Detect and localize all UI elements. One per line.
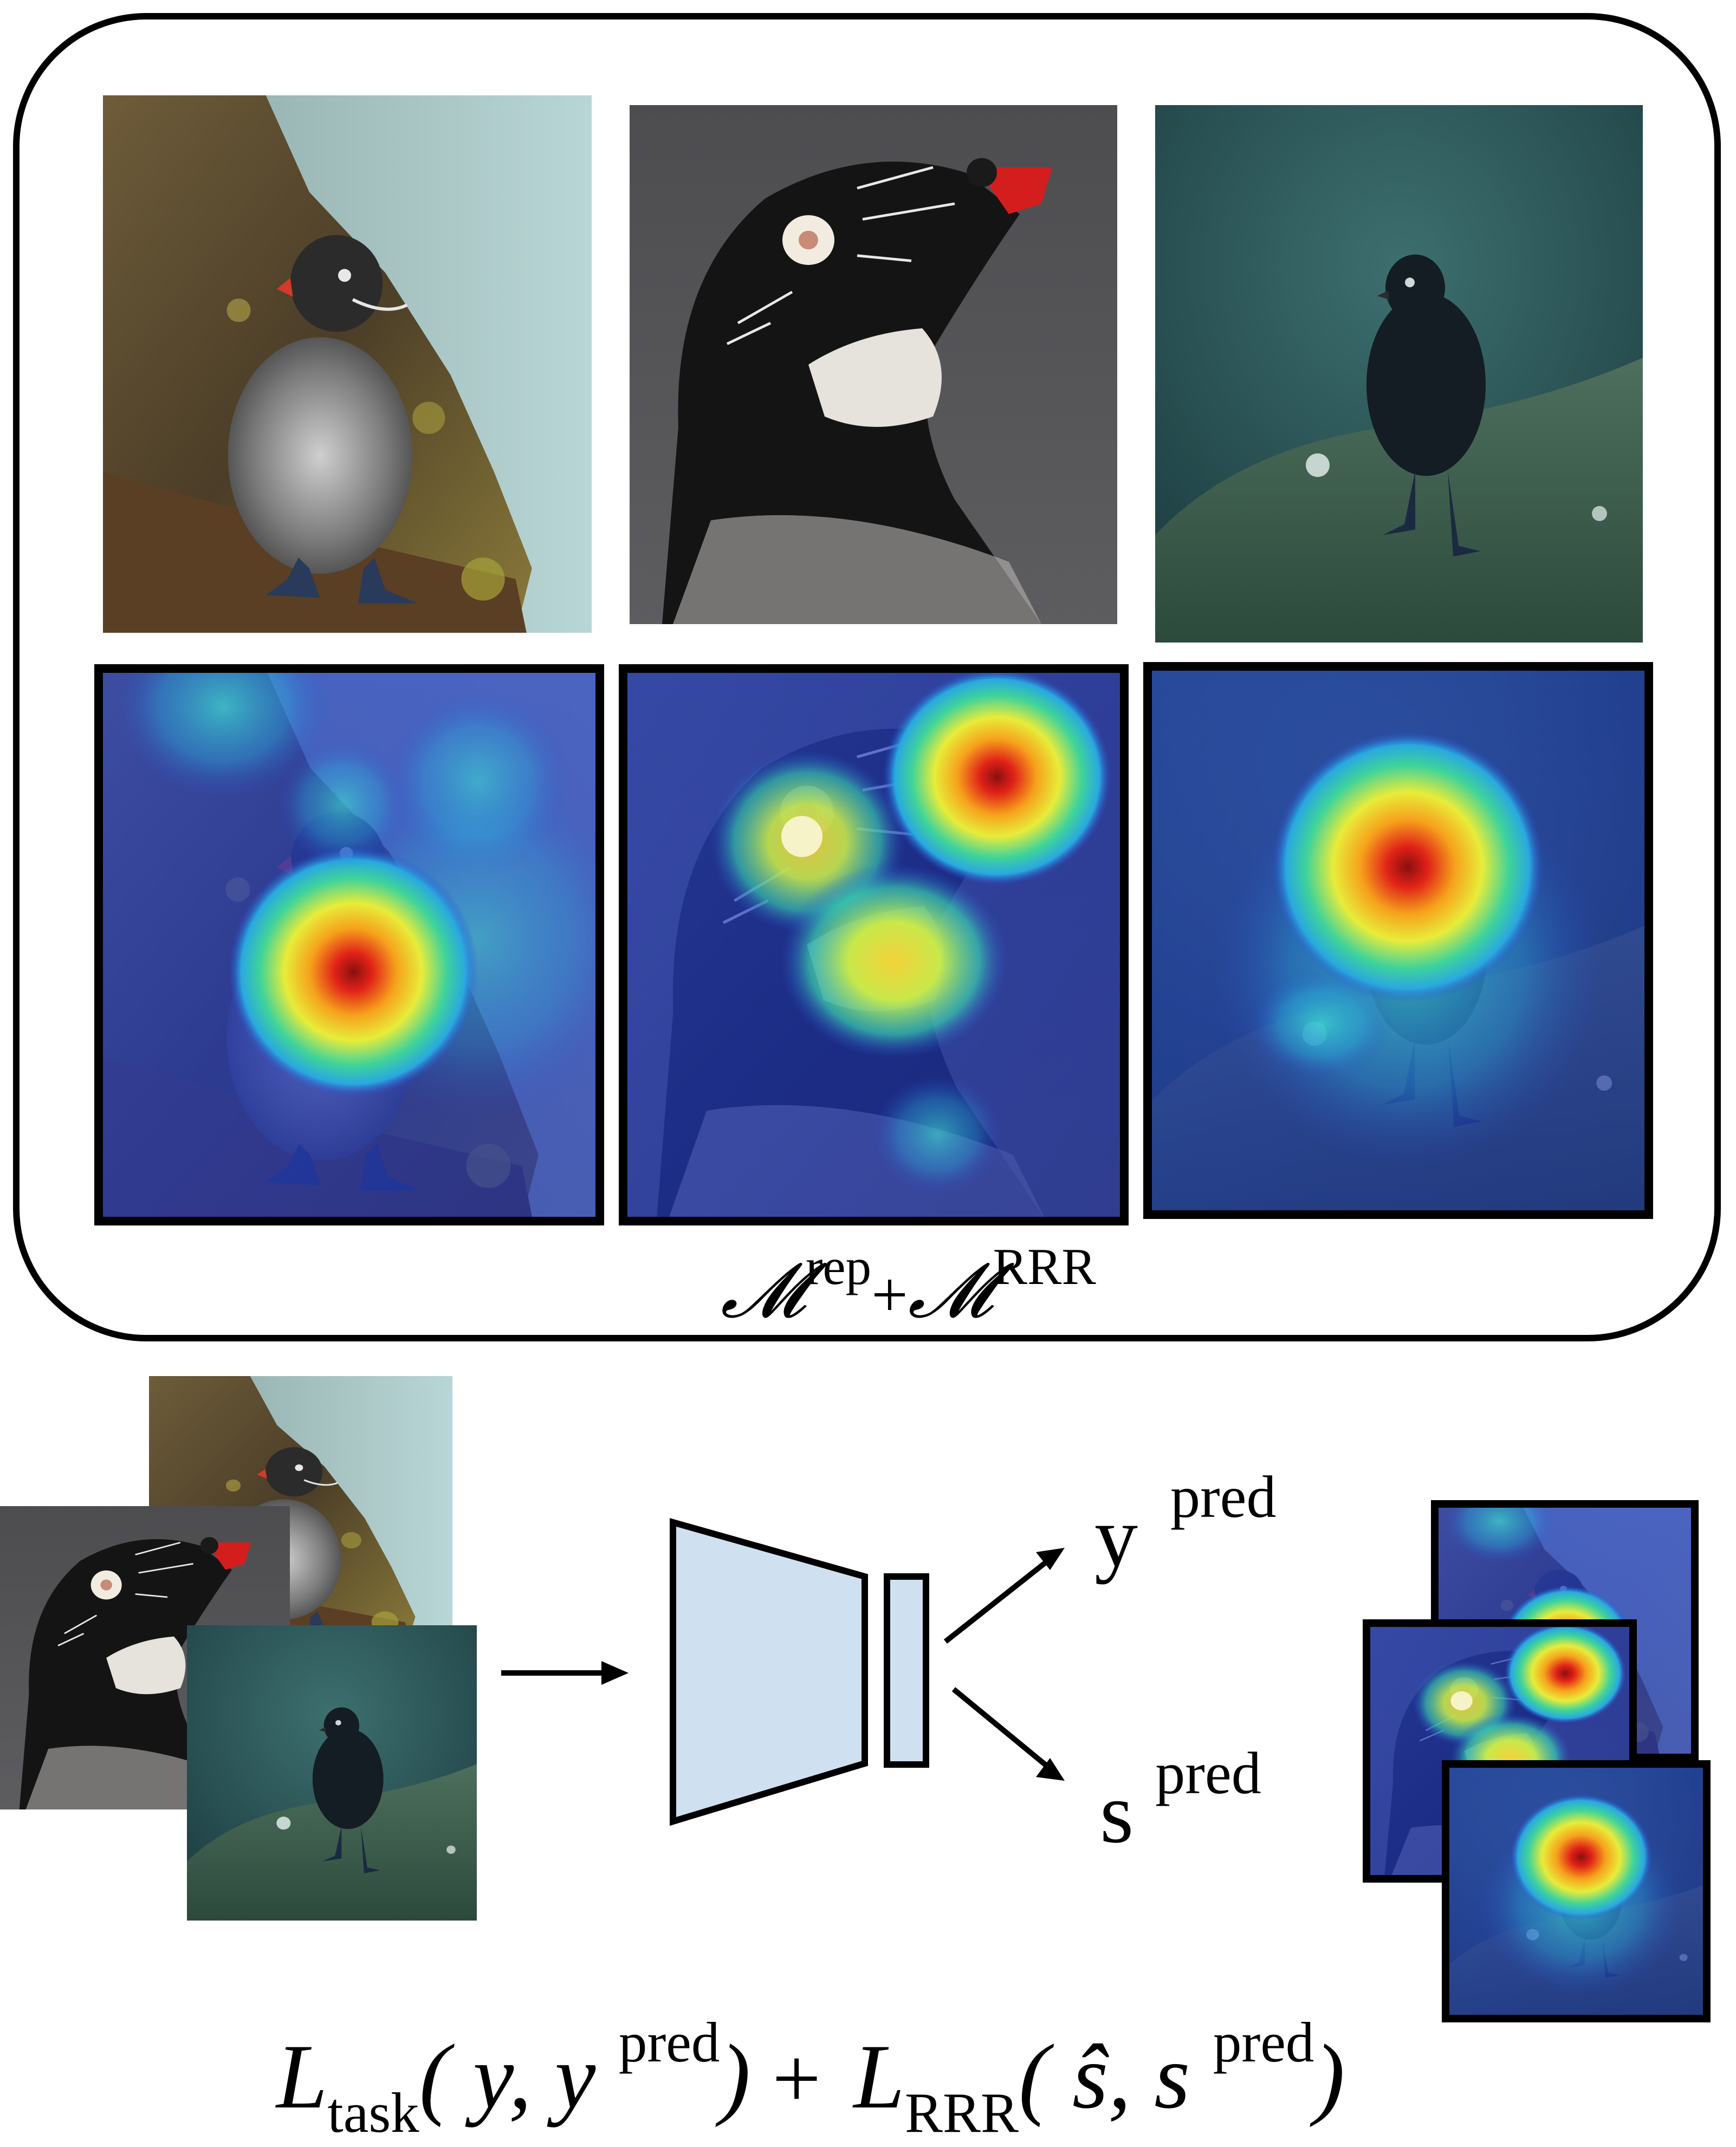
top-panel-caption: 𝓜rep+𝓜RRR <box>721 1238 1096 1333</box>
photo-auklet-head-closeup <box>630 105 1117 624</box>
heatmap-head-focus <box>1143 662 1653 1219</box>
output-heatmap-front <box>1442 1760 1711 2022</box>
photo-auklet-green-tint <box>1155 105 1643 643</box>
output-arrow-s <box>951 1687 1065 1781</box>
input-arrow <box>501 1661 629 1685</box>
loss-formula: Ltask( y, y pred) + LRRR( ŝ, s pred) <box>275 2010 1345 2144</box>
heatmap-bill-eye-focus <box>619 664 1129 1225</box>
output-label-s-pred: s pred <box>1100 1740 1261 1861</box>
output-arrow-y <box>943 1548 1065 1644</box>
prediction-head-block <box>884 1573 929 1768</box>
encoder-block <box>670 1518 868 1826</box>
output-label-y-pred: y pred <box>1094 1464 1276 1585</box>
heatmap-body-focus <box>94 664 604 1225</box>
input-photo-stack <box>0 1376 477 1921</box>
photo-auklet-on-rock <box>103 95 592 633</box>
output-heatmap-stack <box>1363 1500 1711 2022</box>
input-photo-green <box>187 1625 477 1921</box>
